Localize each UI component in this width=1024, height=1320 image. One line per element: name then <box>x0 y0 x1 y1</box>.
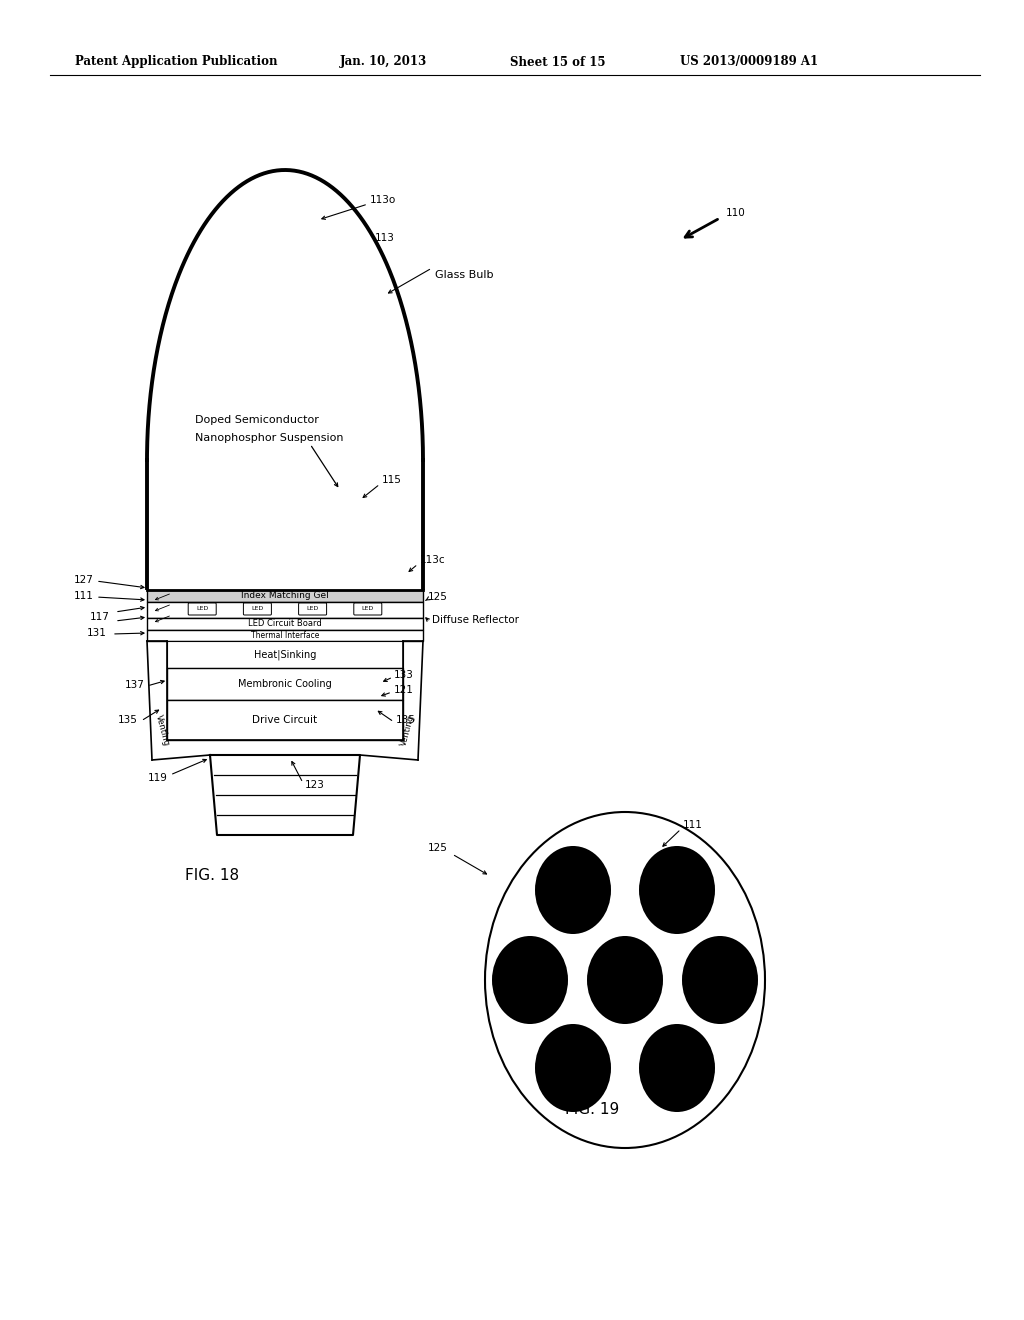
Text: Jan. 10, 2013: Jan. 10, 2013 <box>340 55 427 69</box>
Text: 133: 133 <box>394 671 414 680</box>
Text: LED Circuit Board: LED Circuit Board <box>248 619 322 628</box>
Text: 111: 111 <box>683 820 702 830</box>
Bar <box>147 630 423 642</box>
Text: 121: 121 <box>394 685 414 696</box>
Bar <box>167 700 403 741</box>
Text: Venting: Venting <box>399 713 417 747</box>
Text: 127: 127 <box>74 576 94 585</box>
Bar <box>167 642 403 668</box>
Text: 119: 119 <box>148 774 168 783</box>
Text: Doped Semiconductor: Doped Semiconductor <box>195 414 318 425</box>
FancyBboxPatch shape <box>299 603 327 615</box>
Ellipse shape <box>682 936 758 1024</box>
Text: Sheet 15 of 15: Sheet 15 of 15 <box>510 55 605 69</box>
Text: 137: 137 <box>125 680 145 690</box>
FancyBboxPatch shape <box>188 603 216 615</box>
Bar <box>167 668 403 700</box>
Text: 125: 125 <box>428 591 447 602</box>
Text: Membronic Cooling: Membronic Cooling <box>239 678 332 689</box>
Ellipse shape <box>492 936 568 1024</box>
Text: Diffuse Reflector: Diffuse Reflector <box>432 615 519 624</box>
Text: 115: 115 <box>382 475 401 484</box>
Ellipse shape <box>639 1024 715 1111</box>
Text: 113c: 113c <box>420 554 445 565</box>
Ellipse shape <box>535 1024 611 1111</box>
Text: LED: LED <box>196 606 208 611</box>
Text: 135: 135 <box>118 715 138 725</box>
Bar <box>147 590 423 602</box>
Text: Drive Circuit: Drive Circuit <box>253 715 317 725</box>
Text: LED: LED <box>306 606 318 611</box>
Ellipse shape <box>587 936 663 1024</box>
Text: FIG. 19: FIG. 19 <box>565 1102 620 1118</box>
Text: Glass Bulb: Glass Bulb <box>435 271 494 280</box>
FancyBboxPatch shape <box>354 603 382 615</box>
Text: Thermal Interface: Thermal Interface <box>251 631 319 640</box>
FancyBboxPatch shape <box>244 603 271 615</box>
Text: US 2013/0009189 A1: US 2013/0009189 A1 <box>680 55 818 69</box>
Text: 125: 125 <box>428 843 447 853</box>
Text: 111: 111 <box>74 591 94 601</box>
Text: 131: 131 <box>87 628 106 638</box>
Text: 113o: 113o <box>370 195 396 205</box>
Text: Patent Application Publication: Patent Application Publication <box>75 55 278 69</box>
Text: Index Matching Gel: Index Matching Gel <box>241 591 329 601</box>
Text: Venting: Venting <box>154 713 171 747</box>
Text: 123: 123 <box>305 780 325 789</box>
Text: 135: 135 <box>396 715 416 725</box>
Text: Heat|Sinking: Heat|Sinking <box>254 649 316 660</box>
Text: 117: 117 <box>90 612 110 622</box>
Text: FIG. 18: FIG. 18 <box>185 867 240 883</box>
Text: 113: 113 <box>375 234 395 243</box>
Text: Nanophosphor Suspension: Nanophosphor Suspension <box>195 433 343 444</box>
Text: LED: LED <box>251 606 263 611</box>
Ellipse shape <box>485 812 765 1148</box>
Bar <box>147 618 423 630</box>
Ellipse shape <box>535 846 611 935</box>
Text: 110: 110 <box>726 209 745 218</box>
Bar <box>147 602 423 618</box>
Text: LED: LED <box>361 606 374 611</box>
Ellipse shape <box>639 846 715 935</box>
